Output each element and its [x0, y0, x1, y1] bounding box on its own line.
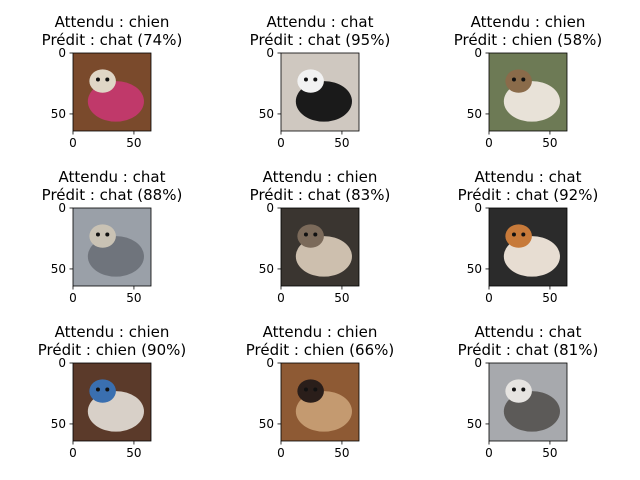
x-tick-label: 0 — [277, 291, 285, 305]
panel-expected-label: Attendu : chat — [267, 13, 374, 31]
y-tick-label: 0 — [266, 201, 274, 215]
axes-frame — [280, 362, 360, 442]
axes-frame — [488, 207, 568, 287]
tabby-cat-photo — [489, 363, 567, 441]
panel-predicted-label: Prédit : chat (92%) — [458, 186, 599, 204]
y-tick-label: 0 — [58, 46, 66, 60]
panel-expected-label: Attendu : chien — [55, 13, 170, 31]
panel-expected-label: Attendu : chat — [475, 323, 582, 341]
axes-frame — [488, 362, 568, 442]
panel-predicted-label: Prédit : chien (58%) — [454, 31, 602, 49]
y-tick-label: 50 — [467, 417, 482, 431]
x-tick-label: 0 — [485, 291, 493, 305]
x-tick-label: 50 — [542, 291, 557, 305]
y-tick-label: 50 — [259, 262, 274, 276]
panel-expected-label: Attendu : chien — [55, 323, 170, 341]
dog-with-colorful-blanket-photo — [73, 363, 151, 441]
dachshund-in-pink-sweater-photo — [73, 53, 151, 131]
x-tick-label: 0 — [485, 136, 493, 150]
x-tick-label: 50 — [126, 136, 141, 150]
x-tick-label: 0 — [277, 446, 285, 460]
y-tick-label: 0 — [266, 46, 274, 60]
y-tick-label: 0 — [474, 46, 482, 60]
panel-predicted-label: Prédit : chien (66%) — [246, 341, 394, 359]
panel-expected-label: Attendu : chien — [263, 323, 378, 341]
x-tick-label: 50 — [542, 136, 557, 150]
panel-expected-label: Attendu : chien — [263, 168, 378, 186]
black-and-white-cat-photo — [281, 53, 359, 131]
x-tick-label: 0 — [69, 446, 77, 460]
x-tick-label: 50 — [126, 446, 141, 460]
grey-cat-photo — [73, 208, 151, 286]
x-tick-label: 0 — [485, 446, 493, 460]
x-tick-label: 50 — [126, 291, 141, 305]
y-tick-label: 0 — [266, 356, 274, 370]
y-tick-label: 0 — [58, 201, 66, 215]
axes-frame — [280, 52, 360, 132]
y-tick-label: 50 — [259, 417, 274, 431]
axes-frame — [72, 362, 152, 442]
panel-predicted-label: Prédit : chat (81%) — [458, 341, 599, 359]
dog-on-chair-photo — [281, 208, 359, 286]
axes-frame — [72, 52, 152, 132]
x-tick-label: 0 — [69, 291, 77, 305]
panel-expected-label: Attendu : chat — [59, 168, 166, 186]
panel-predicted-label: Prédit : chat (88%) — [42, 186, 183, 204]
panel-predicted-label: Prédit : chat (95%) — [250, 31, 391, 49]
axes-frame — [488, 52, 568, 132]
y-tick-label: 50 — [51, 262, 66, 276]
y-tick-label: 50 — [259, 107, 274, 121]
x-tick-label: 50 — [542, 446, 557, 460]
x-tick-label: 50 — [334, 136, 349, 150]
spotted-white-dog-photo — [489, 53, 567, 131]
panel-predicted-label: Prédit : chat (83%) — [250, 186, 391, 204]
x-tick-label: 0 — [277, 136, 285, 150]
y-tick-label: 50 — [467, 262, 482, 276]
y-tick-label: 0 — [474, 201, 482, 215]
panel-expected-label: Attendu : chien — [471, 13, 586, 31]
y-tick-label: 50 — [51, 417, 66, 431]
x-tick-label: 50 — [334, 291, 349, 305]
axes-frame — [280, 207, 360, 287]
panel-predicted-label: Prédit : chat (74%) — [42, 31, 183, 49]
y-tick-label: 50 — [467, 107, 482, 121]
x-tick-label: 0 — [69, 136, 77, 150]
calico-cat-photo — [489, 208, 567, 286]
axes-frame — [72, 207, 152, 287]
y-tick-label: 50 — [51, 107, 66, 121]
y-tick-label: 0 — [474, 356, 482, 370]
panel-predicted-label: Prédit : chien (90%) — [38, 341, 186, 359]
x-tick-label: 50 — [334, 446, 349, 460]
brown-puppy-photo — [281, 363, 359, 441]
panel-expected-label: Attendu : chat — [475, 168, 582, 186]
y-tick-label: 0 — [58, 356, 66, 370]
